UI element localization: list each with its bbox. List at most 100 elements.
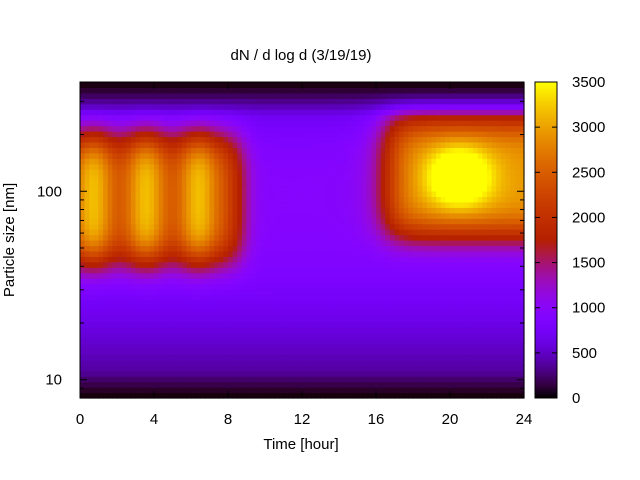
heatmap-cell	[144, 289, 150, 296]
heatmap-cell	[89, 310, 95, 317]
heatmap-cell	[450, 261, 456, 268]
heatmap-cell	[167, 289, 174, 296]
heatmap-cell	[135, 267, 141, 274]
heatmap-cell	[394, 240, 400, 247]
heatmap-cell	[112, 152, 118, 159]
heatmap-cell	[417, 229, 423, 236]
heatmap-cell	[93, 245, 100, 252]
heatmap-cell	[408, 163, 414, 170]
heatmap-cell	[269, 141, 275, 148]
heatmap-cell	[408, 348, 414, 356]
heatmap-cell	[98, 240, 104, 247]
heatmap-cell	[149, 190, 155, 198]
heatmap-cell	[149, 343, 155, 350]
heatmap-cell	[454, 120, 460, 127]
heatmap-cell	[440, 310, 446, 317]
heatmap-cell	[98, 299, 104, 306]
heatmap-cell	[339, 120, 345, 127]
heatmap-cell	[154, 87, 160, 94]
heatmap-cell	[228, 223, 234, 230]
heatmap-cell	[181, 359, 187, 366]
heatmap-cell	[232, 103, 238, 110]
heatmap-cell	[121, 152, 127, 159]
heatmap-cell	[163, 289, 169, 296]
heatmap-cell	[274, 316, 280, 323]
heatmap-cell	[450, 87, 456, 94]
heatmap-cell	[302, 332, 308, 339]
heatmap-cell	[357, 223, 363, 230]
heatmap-cell	[84, 299, 90, 306]
heatmap-cell	[315, 272, 322, 279]
heatmap-cell	[103, 348, 109, 356]
heatmap-cell	[403, 283, 409, 290]
heatmap-cell	[107, 136, 113, 143]
heatmap-cell	[454, 305, 460, 312]
heatmap-cell	[357, 147, 363, 154]
heatmap-cell	[126, 365, 132, 372]
heatmap-cell	[251, 152, 257, 159]
heatmap-cell	[450, 240, 456, 247]
heatmap-cell	[380, 240, 386, 247]
heatmap-cell	[195, 169, 201, 176]
heatmap-cell	[80, 169, 86, 176]
heatmap-cell	[463, 114, 470, 121]
heatmap-cell	[380, 92, 386, 99]
heatmap-cell	[255, 136, 261, 143]
heatmap-cell	[167, 332, 174, 339]
heatmap-cell	[163, 174, 169, 181]
heatmap-cell	[274, 114, 280, 121]
heatmap-cell	[334, 365, 340, 372]
heatmap-cell	[357, 289, 363, 296]
heatmap-cell	[130, 212, 137, 219]
heatmap-cell	[311, 163, 317, 170]
heatmap-cell	[334, 131, 340, 138]
heatmap-cells	[80, 82, 525, 399]
heatmap-cell	[473, 283, 479, 290]
heatmap-cell	[436, 158, 442, 165]
heatmap-cell	[463, 256, 470, 263]
heatmap-cell	[237, 218, 243, 225]
heatmap-cell	[399, 98, 405, 105]
heatmap-cell	[343, 196, 349, 203]
heatmap-cell	[292, 180, 298, 187]
heatmap-cell	[385, 141, 391, 148]
heatmap-cell	[149, 370, 155, 377]
heatmap-cell	[130, 261, 137, 268]
heatmap-cell	[246, 190, 252, 198]
heatmap-cell	[135, 343, 141, 350]
heatmap-cell	[315, 190, 322, 198]
heatmap-cell	[251, 272, 257, 279]
heatmap-cell	[223, 201, 229, 208]
heatmap-cell	[140, 190, 146, 198]
heatmap-cell	[149, 169, 155, 176]
heatmap-cell	[209, 141, 215, 148]
heatmap-cell	[302, 267, 308, 274]
heatmap-cell	[149, 92, 155, 99]
heatmap-cell	[130, 327, 137, 334]
heatmap-cell	[241, 278, 248, 285]
heatmap-cell	[329, 359, 335, 366]
heatmap-cell	[112, 163, 118, 170]
heatmap-cell	[269, 338, 275, 345]
heatmap-cell	[362, 109, 368, 116]
heatmap-cell	[260, 174, 266, 181]
heatmap-cell	[269, 359, 275, 366]
heatmap-cell	[181, 223, 187, 230]
heatmap-cell	[140, 174, 146, 181]
heatmap-cell	[246, 387, 252, 394]
heatmap-cell	[260, 387, 266, 394]
heatmap-cell	[181, 376, 187, 383]
heatmap-cell	[459, 272, 465, 279]
heatmap-cell	[251, 131, 257, 138]
heatmap-cell	[98, 370, 104, 377]
heatmap-cell	[278, 120, 285, 127]
heatmap-cell	[352, 392, 359, 399]
heatmap-cell	[362, 114, 368, 121]
heatmap-cell	[246, 338, 252, 345]
heatmap-cell	[413, 174, 419, 181]
heatmap-cell	[394, 289, 400, 296]
heatmap-cell	[445, 234, 451, 241]
heatmap-cell	[135, 218, 141, 225]
heatmap-cell	[149, 234, 155, 241]
heatmap-cell	[334, 196, 340, 203]
